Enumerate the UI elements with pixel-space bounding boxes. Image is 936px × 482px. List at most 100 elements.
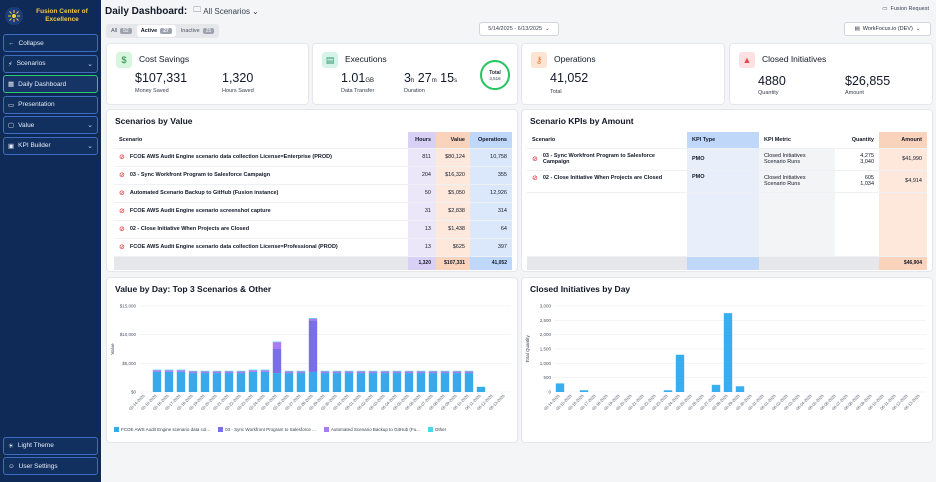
- tab-active[interactable]: Active 27: [136, 25, 176, 37]
- duration-seconds: 15: [440, 71, 455, 85]
- table-row[interactable]: ⊘ FCOE AWS Audit Engine scenario data col…: [114, 147, 512, 166]
- table-row[interactable]: ⊘ 03 - Sync Workfront Program to Salesfor…: [527, 147, 927, 170]
- bar-segment: [356, 373, 366, 392]
- scenario-link-icon: ⊘: [119, 244, 125, 251]
- message-icon: ▭: [882, 6, 888, 12]
- table-row[interactable]: ⊘ FCOE AWS Audit Engine scenario screensh…: [114, 201, 512, 220]
- dashboard-icon: ▦: [8, 81, 15, 89]
- fusion-request-button[interactable]: ▭ Fusion Request: [882, 6, 929, 12]
- col-scenario[interactable]: Scenario: [119, 136, 143, 143]
- nav-presentation[interactable]: ▭ Presentation: [3, 95, 98, 114]
- bar-segment: [272, 342, 282, 349]
- duration-minutes: 27: [417, 71, 432, 85]
- col-amount[interactable]: Amount: [879, 132, 927, 148]
- scenarios-icon: ⚡: [8, 60, 13, 68]
- bar-segment: [440, 373, 450, 392]
- scenario-link-icon: ⊘: [119, 154, 125, 161]
- bar-segment: [200, 371, 210, 374]
- tab-label: All: [111, 28, 118, 34]
- bar-segment: [284, 373, 294, 392]
- chart-title: Value by Day: Top 3 Scenarios & Other: [115, 284, 272, 294]
- col-operations[interactable]: Operations: [470, 132, 512, 148]
- chevron-down-icon: ⌄: [545, 26, 550, 32]
- col-value[interactable]: Value: [436, 132, 470, 148]
- bar-segment: [176, 371, 186, 392]
- document-icon: ▤: [322, 52, 338, 68]
- scenario-filter[interactable]: 🗀 All Scenarios ⌄: [193, 4, 258, 18]
- nav-value[interactable]: ▢ Value ⌄: [3, 116, 98, 135]
- money-saved-label: Money Saved: [135, 88, 169, 94]
- amount-cell: $41,990: [879, 147, 927, 170]
- duration-unit: h: [410, 78, 415, 84]
- bar-segment: [404, 371, 414, 374]
- scenario-filter-label: All Scenarios: [203, 6, 250, 16]
- col-scenario[interactable]: Scenario: [532, 136, 556, 143]
- data-transfer-label: Data Transfer: [341, 88, 375, 94]
- y-tick-label: 500: [543, 375, 551, 380]
- col-kpi-type[interactable]: KPI Type: [687, 132, 759, 148]
- operations-label: Total: [550, 89, 562, 95]
- legend-label: Automated Scenario Backup to GitHub (Fu.…: [330, 427, 420, 432]
- scenario-name: 02 - Close Initiative When Projects are …: [542, 174, 663, 181]
- bar-segment: [164, 370, 174, 372]
- data-transfer-value: 1.01: [341, 71, 366, 85]
- cost-savings-card: $ Cost Savings $107,331 Money Saved 1,32…: [106, 43, 309, 105]
- col-hours[interactable]: Hours: [408, 132, 436, 148]
- table-row[interactable]: ⊘ 02 - Close Initiative When Projects are…: [114, 219, 512, 238]
- hours-cell: 13: [408, 219, 436, 238]
- bar-segment: [440, 370, 450, 372]
- tab-all[interactable]: All 52: [107, 25, 136, 37]
- table-row[interactable]: ⊘ 03 - Sync Workfront Program to Salesfor…: [114, 165, 512, 184]
- legend-label: Other: [434, 427, 447, 432]
- col-kpi-metric[interactable]: KPI Metric: [764, 136, 791, 143]
- legend-item[interactable]: 03 - Sync Workfront Program to Salesforc…: [218, 427, 316, 432]
- bar-segment: [248, 371, 258, 392]
- legend-item[interactable]: Other: [427, 427, 447, 432]
- bar-segment: [260, 370, 270, 372]
- total-value: 3,516: [489, 75, 501, 81]
- chart-title: Closed Initiatives by Day: [530, 284, 631, 294]
- scenario-name: FCOE AWS Audit Engine scenario data coll…: [129, 154, 332, 160]
- scenario-name: 03 - Sync Workfront Program to Salesforc…: [129, 172, 271, 178]
- table-row[interactable]: ⊘ Automated Scenario Backup to GitHub (Fu…: [114, 183, 512, 202]
- tab-inactive[interactable]: Inactive 25: [177, 25, 219, 37]
- ops-cell: 397: [470, 237, 512, 256]
- operations-card: ⚷ Operations 41,052 Total: [521, 43, 725, 105]
- nav-collapse[interactable]: ← Collapse: [3, 34, 98, 52]
- nav-daily-dashboard[interactable]: ▦ Daily Dashboard: [3, 75, 98, 94]
- legend-item[interactable]: FCOE AWS Audit Engine scenario data col.…: [114, 427, 210, 432]
- table-row[interactable]: ⊘ 02 - Close Initiative When Projects are…: [527, 169, 927, 192]
- value-by-day-card: Value by Day: Top 3 Scenarios & Other $0…: [106, 277, 518, 443]
- bar-segment: [296, 370, 306, 372]
- environment-select[interactable]: ▤ WorkFocus.io (DEV) ⌄: [844, 22, 931, 36]
- user-settings-button[interactable]: ☺ User Settings: [3, 457, 98, 476]
- col-quantity[interactable]: Quantity: [851, 136, 874, 143]
- bar-segment: [320, 370, 330, 372]
- section-title: Scenarios by Value: [115, 116, 193, 126]
- amount-cell: $4,914: [879, 169, 927, 192]
- hours-cell: 13: [408, 237, 436, 256]
- brand[interactable]: Fusion Center of Excellence: [5, 4, 98, 28]
- bar-segment: [212, 371, 222, 374]
- bar-segment: [368, 371, 378, 374]
- nav-scenarios[interactable]: ⚡ Scenarios ⌄: [3, 54, 98, 73]
- kpi-quantity: 1,034: [860, 181, 874, 187]
- light-theme-toggle[interactable]: ☀ Light Theme: [3, 436, 98, 455]
- legend-label: 03 - Sync Workfront Program to Salesforc…: [225, 427, 316, 432]
- chart-legend: FCOE AWS Audit Engine scenario data col.…: [114, 427, 446, 432]
- bar-segment: [164, 371, 174, 392]
- legend-item[interactable]: Automated Scenario Backup to GitHub (Fu.…: [323, 427, 420, 432]
- bar-segment: [723, 313, 733, 392]
- date-range-picker[interactable]: 5/14/2025 - 6/13/2025 ⌄: [479, 22, 559, 36]
- bar-segment: [452, 371, 462, 374]
- closed-initiatives-by-day-card: Closed Initiatives by Day 0 500 1,000 1,500…: [521, 277, 933, 443]
- y-tick-label: $15,000: [120, 304, 137, 309]
- value-cell: $80,124: [436, 147, 470, 166]
- nav-kpi-builder[interactable]: ▣ KPI Builder ⌄: [3, 136, 98, 155]
- nav-label: Scenarios: [16, 60, 46, 68]
- bar-segment: [200, 373, 210, 392]
- table-row[interactable]: ⊘ FCOE AWS Audit Engine scenario data col…: [114, 237, 512, 256]
- closed-initiatives-card: ▲ Closed Initiatives 4880 Quantity $26,8…: [729, 43, 933, 105]
- bar-segment: [711, 384, 721, 392]
- chevron-down-icon: ⌄: [87, 142, 93, 150]
